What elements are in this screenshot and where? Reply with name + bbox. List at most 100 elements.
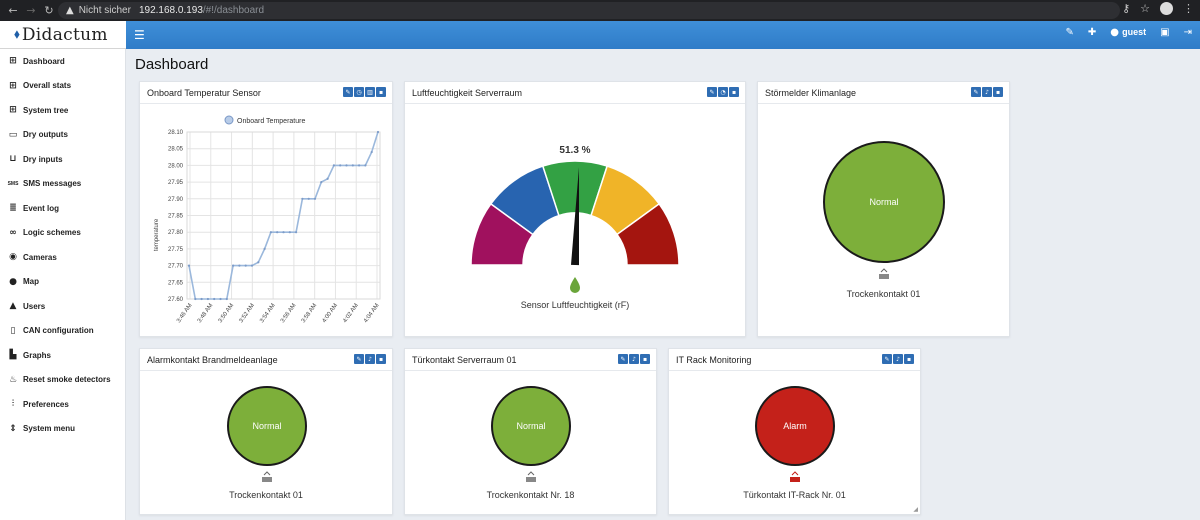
pencil-icon[interactable]: ✎	[1065, 27, 1074, 38]
y-tick-label: 27.65	[168, 280, 184, 286]
card-tuerkontakt: Türkontakt Serverraum 01 ✎ ♪ ▪ Normal Tr…	[404, 348, 657, 515]
grid-icon: ⊞	[9, 105, 17, 116]
menu-toggle-icon[interactable]: ☰	[134, 28, 145, 42]
chart-icon[interactable]: ▥	[365, 87, 375, 97]
clock-icon[interactable]: ◷	[354, 87, 364, 97]
warning-icon: ▲	[66, 5, 74, 16]
y-tick-label: 27.60	[168, 297, 184, 303]
resize-handle[interactable]: ◢	[913, 507, 918, 513]
sidebar-item-system-tree[interactable]: ⊞ System tree	[0, 98, 125, 123]
folder-icon: ▭	[8, 129, 18, 140]
droplet-icon	[570, 277, 580, 293]
status-circle: Normal	[823, 141, 945, 263]
forward-icon[interactable]: →	[26, 4, 36, 17]
card-humidity: Luftfeuchtigkeit Serverraum ✎ ◔ ▪ 51.3 %…	[404, 81, 746, 337]
sidebar-item-map[interactable]: ● Map	[0, 270, 125, 295]
sidebar-item-event-log[interactable]: ≣ Event log	[0, 196, 125, 221]
reload-icon[interactable]: ↻	[44, 4, 54, 17]
trash-icon[interactable]: ▪	[376, 87, 386, 97]
browser-toolbar: ← → ↻ ▲ Nicht sicher 192.168.0.193/#!/da…	[0, 0, 1200, 21]
data-point	[364, 164, 367, 167]
sidebar-item-overall-stats[interactable]: ⊞ Overall stats	[0, 74, 125, 99]
edit-icon[interactable]: ✎	[354, 354, 364, 364]
contact-label: Trockenkontakt 01	[846, 289, 921, 299]
status-text: Normal	[252, 421, 282, 431]
key-icon[interactable]: ⚷	[1122, 2, 1131, 15]
save-icon[interactable]: ▣	[1160, 27, 1170, 38]
bar-chart-icon: ▙	[9, 350, 17, 361]
y-tick-label: 27.90	[168, 197, 184, 203]
sidebar-item-dry-outputs[interactable]: ▭ Dry outputs	[0, 123, 125, 148]
y-tick-label: 27.80	[168, 230, 184, 236]
edit-icon[interactable]: ✎	[618, 354, 628, 364]
sidebar-item-label: Map	[23, 277, 39, 287]
trash-icon[interactable]: ▪	[376, 354, 386, 364]
sidebar-item-cameras[interactable]: ◉ Cameras	[0, 245, 125, 270]
sidebar-item-system-menu[interactable]: ⇕ System menu	[0, 417, 125, 442]
bell-icon[interactable]: ♪	[629, 354, 639, 364]
more-icon[interactable]: ⋮	[1183, 2, 1194, 15]
plot-frame	[186, 131, 381, 300]
sidebar-item-label: Overall stats	[23, 81, 72, 91]
sidebar: ⊞ Dashboard ⊞ Overall stats ⊞ System tree ▭…	[0, 49, 126, 520]
user-menu[interactable]: ● guest	[1110, 27, 1146, 38]
camera-icon: ◉	[9, 252, 17, 263]
data-point	[326, 177, 329, 180]
sidebar-item-sms-messages[interactable]: SMS SMS messages	[0, 172, 125, 197]
data-point	[288, 231, 291, 234]
x-tick-label: 4:00 AM	[322, 303, 340, 324]
bell-icon[interactable]: ♪	[893, 354, 903, 364]
status-circle: Alarm	[755, 386, 835, 466]
legend-marker	[224, 115, 234, 125]
card-header: Onboard Temperatur Sensor ✎ ◷ ▥ ▪	[140, 82, 392, 104]
sidebar-item-logic-schemes[interactable]: ∞ Logic schemes	[0, 221, 125, 246]
temperature-chart: 27.60 27.65 27.70 27.75 27.80 27.85 27.90 27.95…	[154, 115, 381, 324]
data-point	[351, 164, 354, 167]
inbox-icon: ⊔	[9, 154, 17, 165]
address-bar[interactable]: ▲ Nicht sicher 192.168.0.193/#!/dashboar…	[58, 2, 1120, 19]
data-point	[332, 164, 335, 167]
logo-mark-icon: ⬧	[14, 27, 20, 42]
edit-icon[interactable]: ✎	[971, 87, 981, 97]
gauge-value: 51.3 %	[559, 145, 590, 156]
logo[interactable]: ⬧ Didactum	[0, 21, 126, 49]
y-tick-label: 27.85	[168, 214, 184, 220]
data-point	[295, 231, 298, 234]
sidebar-item-can-configuration[interactable]: ▯ CAN configuration	[0, 319, 125, 344]
trash-icon[interactable]: ▪	[640, 354, 650, 364]
sidebar-item-label: Preferences	[23, 399, 69, 409]
edit-icon[interactable]: ✎	[343, 87, 353, 97]
bell-icon[interactable]: ♪	[982, 87, 992, 97]
edit-icon[interactable]: ✎	[707, 87, 717, 97]
sidebar-item-label: Reset smoke detectors	[23, 375, 111, 385]
sidebar-item-users[interactable]: ▲ Users	[0, 294, 125, 319]
card-header: Alarmkontakt Brandmeldeanlage ✎ ♪ ▪	[140, 349, 392, 371]
sidebar-item-graphs[interactable]: ▙ Graphs	[0, 343, 125, 368]
data-point	[339, 164, 342, 167]
sidebar-item-preferences[interactable]: ⫶ Preferences	[0, 392, 125, 417]
sidebar-item-reset-smoke-detectors[interactable]: ♨ Reset smoke detectors	[0, 368, 125, 393]
data-point	[376, 130, 380, 134]
profile-avatar[interactable]	[1160, 2, 1173, 15]
gauge-icon[interactable]: ◔	[718, 87, 728, 97]
sidebar-item-dry-inputs[interactable]: ⊔ Dry inputs	[0, 147, 125, 172]
back-icon[interactable]: ←	[8, 4, 18, 17]
plus-icon[interactable]: ✚	[1087, 27, 1097, 38]
trash-icon[interactable]: ▪	[993, 87, 1003, 97]
logout-icon[interactable]: ⇥	[1183, 27, 1192, 38]
sidebar-item-dashboard[interactable]: ⊞ Dashboard	[0, 49, 125, 74]
bell-icon[interactable]: ♪	[365, 354, 375, 364]
status-text: Normal	[869, 197, 899, 207]
grid-icon: ⊞	[9, 80, 17, 91]
sidebar-item-label: Dashboard	[23, 56, 65, 66]
security-label: Nicht sicher	[78, 5, 131, 16]
sms-icon: SMS	[7, 180, 19, 187]
card-header: Türkontakt Serverraum 01 ✎ ♪ ▪	[405, 349, 656, 371]
star-icon[interactable]: ☆	[1140, 2, 1150, 15]
page-title: Dashboard	[135, 56, 209, 73]
trash-icon[interactable]: ▪	[729, 87, 739, 97]
edit-icon[interactable]: ✎	[882, 354, 892, 364]
data-point	[206, 297, 209, 301]
data-point	[276, 231, 279, 234]
trash-icon[interactable]: ▪	[904, 354, 914, 364]
